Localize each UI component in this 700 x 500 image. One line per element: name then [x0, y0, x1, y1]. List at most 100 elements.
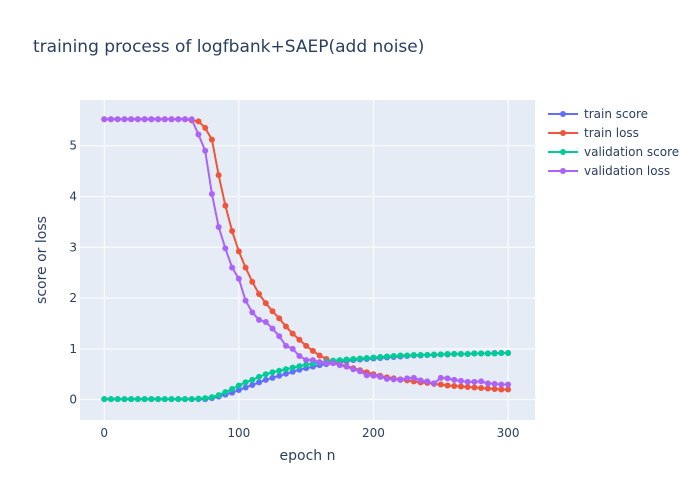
- data-point-train-loss[interactable]: [498, 386, 505, 393]
- legend[interactable]: train score train loss validation score val…: [548, 107, 679, 178]
- data-point-train-loss[interactable]: [437, 381, 444, 388]
- data-point-validation-loss[interactable]: [316, 359, 323, 366]
- data-point-validation-loss[interactable]: [296, 353, 303, 359]
- data-point-validation-score[interactable]: [336, 357, 343, 364]
- data-point-train-score[interactable]: [235, 387, 242, 394]
- data-point-train-loss[interactable]: [222, 202, 229, 209]
- data-point-train-loss[interactable]: [303, 342, 310, 349]
- data-point-validation-loss[interactable]: [282, 342, 289, 349]
- data-point-validation-score[interactable]: [444, 350, 451, 357]
- data-point-train-loss[interactable]: [471, 384, 478, 391]
- data-point-validation-loss[interactable]: [437, 374, 444, 381]
- data-point-train-loss[interactable]: [269, 308, 276, 315]
- data-point-validation-loss[interactable]: [229, 264, 236, 271]
- data-point-validation-score[interactable]: [390, 353, 397, 359]
- data-point-train-score[interactable]: [249, 381, 256, 388]
- data-point-validation-score[interactable]: [397, 352, 404, 359]
- data-point-validation-score[interactable]: [289, 364, 296, 371]
- data-point-validation-loss[interactable]: [484, 380, 491, 387]
- data-point-validation-loss[interactable]: [101, 116, 108, 123]
- data-point-validation-score[interactable]: [175, 396, 182, 403]
- data-point-train-loss[interactable]: [505, 386, 512, 393]
- data-point-validation-loss[interactable]: [303, 357, 310, 364]
- data-point-validation-loss[interactable]: [276, 333, 283, 340]
- data-point-validation-score[interactable]: [101, 396, 108, 403]
- data-point-validation-loss[interactable]: [242, 297, 249, 304]
- data-point-validation-loss[interactable]: [444, 375, 451, 382]
- data-point-validation-loss[interactable]: [431, 380, 438, 387]
- data-point-validation-score[interactable]: [182, 396, 188, 403]
- data-point-validation-loss[interactable]: [370, 372, 377, 379]
- data-point-train-loss[interactable]: [491, 386, 498, 393]
- data-point-validation-score[interactable]: [141, 396, 148, 403]
- data-point-validation-score[interactable]: [357, 355, 363, 362]
- data-point-validation-score[interactable]: [208, 394, 215, 401]
- data-point-validation-score[interactable]: [276, 367, 283, 374]
- data-point-train-loss[interactable]: [215, 172, 222, 179]
- data-point-validation-loss[interactable]: [148, 116, 155, 123]
- data-point-validation-loss[interactable]: [478, 378, 485, 385]
- data-point-train-score[interactable]: [282, 370, 289, 377]
- data-point-validation-loss[interactable]: [215, 223, 222, 230]
- data-point-validation-score[interactable]: [431, 351, 438, 358]
- data-point-validation-loss[interactable]: [262, 318, 269, 325]
- data-point-train-score[interactable]: [269, 374, 276, 381]
- legend-item-train-loss[interactable]: train loss: [548, 126, 639, 140]
- data-point-validation-score[interactable]: [343, 356, 350, 363]
- data-point-validation-score[interactable]: [377, 354, 384, 361]
- data-point-validation-loss[interactable]: [249, 309, 256, 316]
- data-point-validation-score[interactable]: [370, 354, 377, 361]
- data-point-validation-loss[interactable]: [128, 116, 135, 123]
- data-point-validation-score[interactable]: [296, 363, 303, 370]
- data-point-validation-loss[interactable]: [155, 116, 162, 123]
- data-point-validation-score[interactable]: [404, 352, 411, 359]
- data-point-validation-loss[interactable]: [330, 360, 337, 367]
- data-point-validation-score[interactable]: [437, 351, 444, 358]
- data-point-validation-score[interactable]: [350, 356, 357, 363]
- data-point-validation-loss[interactable]: [404, 375, 411, 382]
- data-point-validation-score[interactable]: [155, 396, 162, 403]
- data-point-train-loss[interactable]: [195, 118, 202, 125]
- data-point-validation-score[interactable]: [148, 396, 155, 403]
- data-point-validation-loss[interactable]: [336, 362, 343, 369]
- data-point-validation-score[interactable]: [451, 350, 458, 357]
- data-point-validation-loss[interactable]: [377, 373, 384, 380]
- data-point-validation-score[interactable]: [134, 396, 141, 403]
- data-point-validation-score[interactable]: [249, 376, 256, 383]
- data-point-validation-score[interactable]: [505, 349, 512, 356]
- data-point-validation-loss[interactable]: [121, 116, 128, 123]
- data-point-validation-score[interactable]: [457, 350, 464, 357]
- data-point-validation-loss[interactable]: [222, 245, 229, 252]
- data-point-validation-score[interactable]: [410, 351, 417, 358]
- data-point-train-loss[interactable]: [208, 136, 215, 143]
- data-point-validation-loss[interactable]: [175, 116, 182, 123]
- data-point-validation-loss[interactable]: [114, 116, 121, 123]
- data-point-validation-loss[interactable]: [141, 116, 148, 123]
- data-point-validation-loss[interactable]: [491, 380, 498, 387]
- data-point-validation-score[interactable]: [471, 350, 478, 357]
- data-point-validation-score[interactable]: [128, 396, 135, 403]
- data-point-validation-score[interactable]: [269, 369, 276, 376]
- data-point-validation-loss[interactable]: [410, 374, 417, 381]
- data-point-validation-loss[interactable]: [256, 316, 263, 323]
- data-point-train-score[interactable]: [262, 376, 269, 383]
- data-point-train-loss[interactable]: [316, 352, 323, 359]
- data-point-train-score[interactable]: [256, 379, 263, 386]
- data-point-validation-score[interactable]: [282, 366, 289, 373]
- data-point-train-loss[interactable]: [202, 124, 209, 131]
- data-point-validation-score[interactable]: [498, 349, 505, 356]
- data-point-train-loss[interactable]: [444, 382, 451, 389]
- data-point-train-loss[interactable]: [451, 382, 458, 389]
- data-point-validation-loss[interactable]: [383, 375, 390, 382]
- data-point-validation-score[interactable]: [215, 392, 222, 399]
- data-point-validation-score[interactable]: [114, 396, 121, 403]
- data-point-validation-score[interactable]: [242, 379, 249, 386]
- data-point-validation-loss[interactable]: [289, 345, 296, 352]
- data-point-validation-score[interactable]: [424, 351, 431, 358]
- data-point-train-loss[interactable]: [276, 315, 283, 322]
- data-point-validation-loss[interactable]: [182, 116, 188, 123]
- data-point-validation-loss[interactable]: [195, 131, 202, 138]
- data-point-validation-loss[interactable]: [107, 116, 114, 123]
- data-point-train-score[interactable]: [276, 372, 283, 379]
- data-point-validation-score[interactable]: [256, 373, 263, 380]
